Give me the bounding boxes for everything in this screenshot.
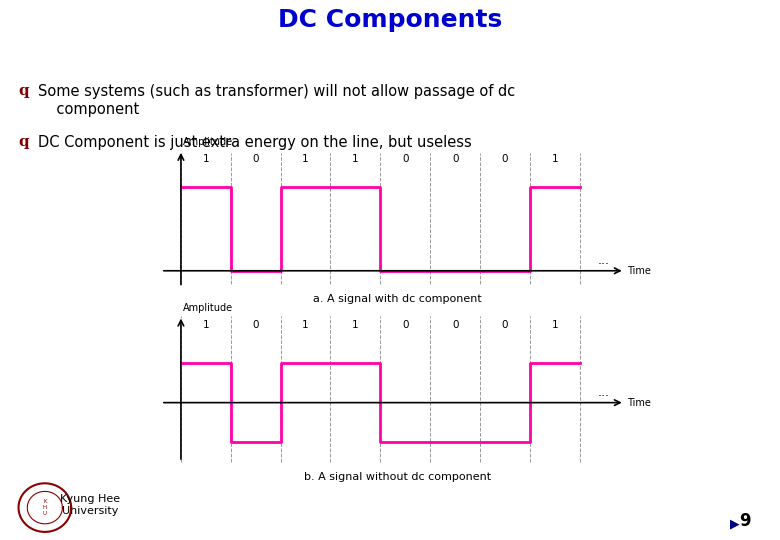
Text: 0: 0 bbox=[502, 154, 509, 164]
Text: K
H
U: K H U bbox=[43, 500, 47, 516]
Text: 1: 1 bbox=[203, 320, 209, 329]
Text: 0: 0 bbox=[253, 154, 259, 164]
Text: Amplitude: Amplitude bbox=[183, 137, 233, 147]
Text: Kyung Hee
University: Kyung Hee University bbox=[59, 494, 120, 516]
Text: 0: 0 bbox=[452, 320, 459, 329]
Text: 1: 1 bbox=[551, 320, 558, 329]
Text: DC Components: DC Components bbox=[278, 8, 502, 32]
Text: 1: 1 bbox=[352, 320, 359, 329]
Text: 0: 0 bbox=[402, 154, 409, 164]
Text: 1: 1 bbox=[203, 154, 209, 164]
Text: ...: ... bbox=[597, 386, 609, 399]
Text: 9: 9 bbox=[739, 512, 750, 530]
Text: Time: Time bbox=[627, 266, 651, 276]
Text: ▶: ▶ bbox=[730, 517, 739, 530]
Text: 0: 0 bbox=[402, 320, 409, 329]
Text: Some systems (such as transformer) will not allow passage of dc: Some systems (such as transformer) will … bbox=[38, 84, 516, 99]
Text: ...: ... bbox=[597, 254, 609, 267]
Text: 0: 0 bbox=[452, 154, 459, 164]
Text: 0: 0 bbox=[502, 320, 509, 329]
Text: 1: 1 bbox=[303, 154, 309, 164]
Text: 0: 0 bbox=[253, 320, 259, 329]
Text: 1: 1 bbox=[352, 154, 359, 164]
Text: Amplitude: Amplitude bbox=[183, 302, 233, 313]
Text: Time: Time bbox=[627, 397, 651, 408]
Text: DC Component is just extra energy on the line, but useless: DC Component is just extra energy on the… bbox=[38, 134, 472, 150]
Text: b. A signal without dc component: b. A signal without dc component bbox=[304, 472, 491, 483]
Text: 1: 1 bbox=[303, 320, 309, 329]
Text: q: q bbox=[18, 84, 29, 98]
Text: component: component bbox=[38, 103, 140, 118]
Text: q: q bbox=[18, 134, 29, 149]
Text: a. A signal with dc component: a. A signal with dc component bbox=[314, 294, 482, 305]
Text: 1: 1 bbox=[551, 154, 558, 164]
